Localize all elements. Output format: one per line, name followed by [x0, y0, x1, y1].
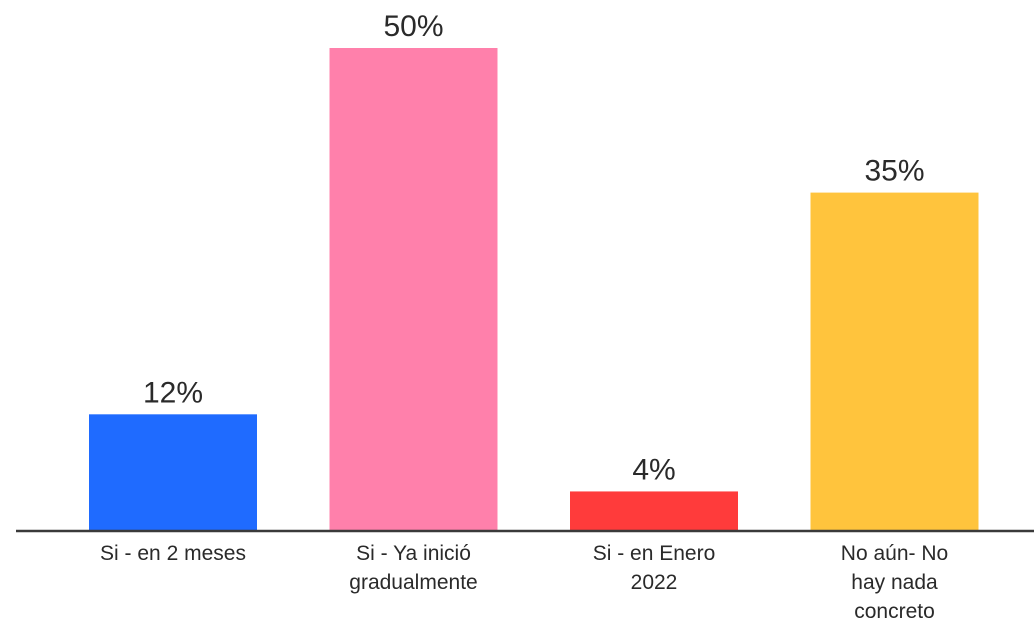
value-label-1: 12%: [143, 376, 203, 409]
category-label-3: Si - en Enero 2022: [593, 542, 716, 594]
value-label-2: 50%: [383, 10, 443, 43]
bars-layer: [89, 48, 979, 530]
category-label-4-line-3: concreto: [854, 600, 935, 619]
category-label-4-line-1: No aún- No: [841, 542, 948, 565]
category-label-2-line-1: Si - Ya inició: [356, 542, 471, 565]
category-label-2-line-2: gradualmente: [349, 571, 477, 594]
bar-4: [810, 192, 979, 530]
category-label-1-line-1: Si - en 2 meses: [100, 542, 246, 565]
value-label-4: 35%: [864, 155, 924, 188]
category-label-3-line-2: 2022: [631, 571, 678, 594]
category-label-4: No aún- No hay nada concreto: [841, 542, 948, 619]
value-label-3: 4%: [632, 453, 675, 486]
bar-3: [570, 491, 738, 530]
category-label-3-line-1: Si - en Enero: [593, 542, 716, 565]
category-label-1: Si - en 2 meses: [100, 542, 246, 565]
category-labels-layer: Si - en 2 meses Si - Ya inició gradualment…: [100, 542, 948, 619]
category-label-2: Si - Ya inició gradualmente: [349, 542, 477, 594]
value-labels-layer: 12% 50% 4% 35%: [143, 10, 925, 486]
bar-1: [89, 414, 257, 530]
category-label-4-line-2: hay nada: [851, 571, 938, 594]
bar-2: [329, 48, 498, 530]
